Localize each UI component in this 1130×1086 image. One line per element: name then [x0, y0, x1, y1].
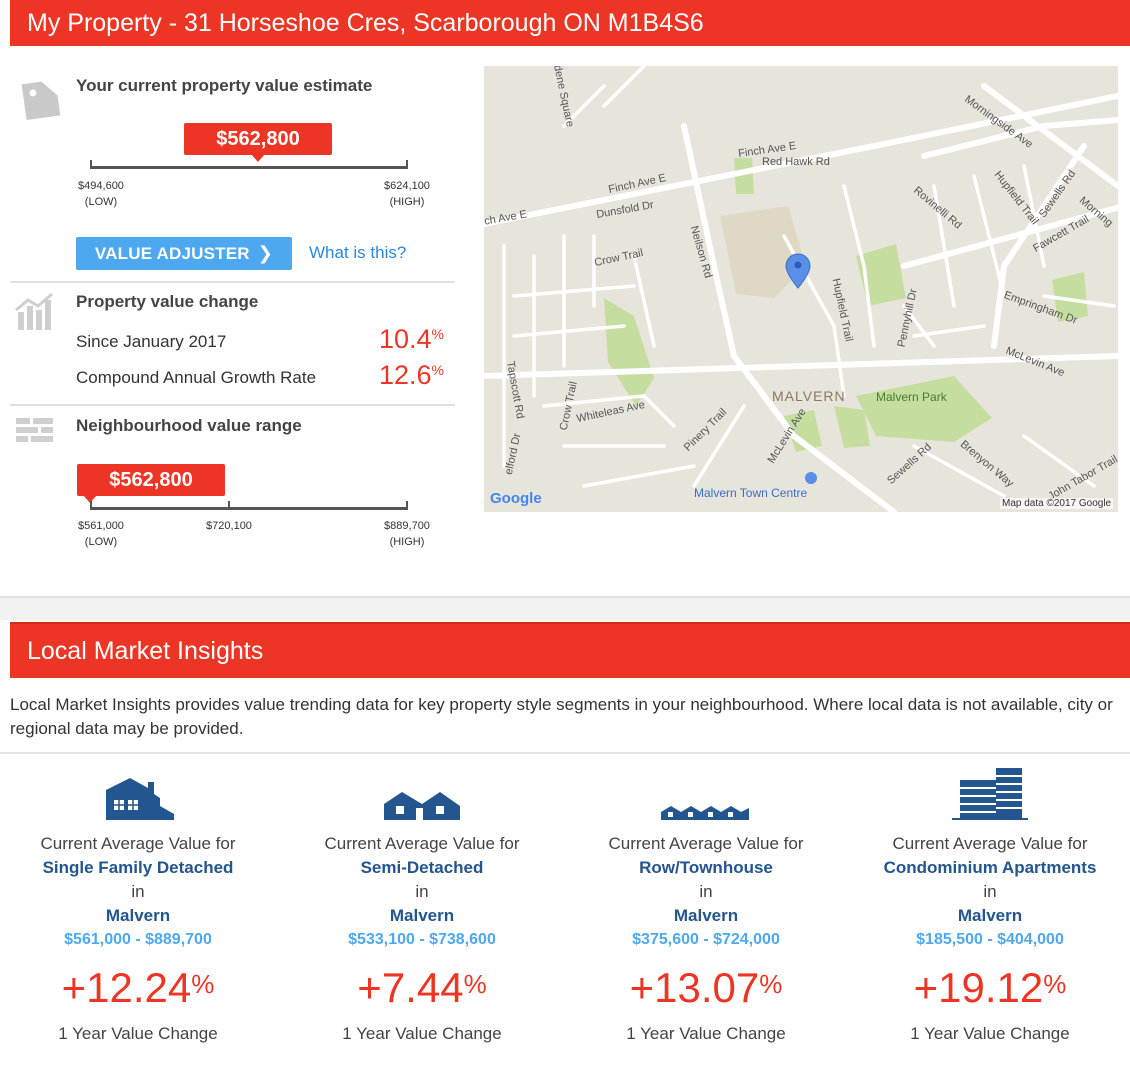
segment-in-label: in — [699, 882, 713, 901]
estimate-high-label: $624,100 (HIGH) — [384, 180, 430, 208]
map-label: Red Hawk Rd — [762, 156, 830, 168]
segment-area: Malvern — [673, 906, 739, 925]
segment-card: Current Average Value for Semi-Detached … — [292, 762, 552, 1046]
map-credit: Map data ©2017 Google — [1000, 498, 1114, 509]
estimate-value-bubble: $562,800 — [184, 123, 332, 162]
segment-range: $561,000 - $889,700 — [64, 931, 212, 948]
segment-range: $375,600 - $724,000 — [632, 931, 780, 948]
property-title: My Property - 31 Horseshoe Cres, Scarbor… — [27, 8, 704, 37]
segment-change: +13.07% — [629, 964, 783, 1011]
segment-type: Semi-Detached — [360, 858, 484, 877]
detached-house-icon — [8, 762, 268, 820]
segment-change-label: 1 Year Value Change — [58, 1024, 218, 1043]
neighbourhood-value-bubble: $562,800 — [77, 464, 225, 503]
segment-change-label: 1 Year Value Change — [342, 1024, 502, 1043]
segment-card: Current Average Value for Row/Townhouse … — [576, 762, 836, 1046]
cagr-value: 12.6% — [378, 360, 444, 390]
lmi-intro: Local Market Insights provides value tre… — [10, 695, 1113, 738]
what-is-this-link[interactable]: What is this? — [309, 243, 407, 262]
segment-card: Current Average Value for Condominium Ap… — [860, 762, 1120, 1046]
segment-current-label: Current Average Value for — [40, 834, 236, 853]
neighbourhood-heading: Neighbourhood value range — [76, 416, 302, 435]
estimate-low-label: $494,600 (LOW) — [78, 180, 124, 208]
neighbourhood-low-label: $561,000 (LOW) — [78, 520, 124, 548]
lmi-banner: Local Market Insights — [10, 622, 1130, 678]
semi-detached-house-icon — [292, 762, 552, 820]
map-label: MALVERN — [772, 388, 846, 404]
segment-card: Current Average Value for Single Family … — [8, 762, 268, 1046]
segment-type: Single Family Detached — [42, 858, 234, 877]
neighbourhood-range-bar — [90, 501, 408, 510]
condo-building-icon — [860, 762, 1120, 820]
divider — [0, 752, 1130, 754]
change-heading: Property value change — [76, 292, 259, 311]
lmi-title: Local Market Insights — [27, 636, 264, 665]
neighbourhood-value: $562,800 — [109, 469, 193, 491]
cagr-label: Compound Annual Growth Rate — [76, 368, 317, 387]
value-adjuster-label: VALUE ADJUSTER — [94, 243, 250, 263]
segment-area: Malvern — [389, 906, 455, 925]
segment-in-label: in — [983, 882, 997, 901]
segment-change-label: 1 Year Value Change — [910, 1024, 1070, 1043]
segment-current-label: Current Average Value for — [324, 834, 520, 853]
google-logo: Google — [490, 490, 542, 507]
property-map[interactable]: Finch Ave E Finch Ave E ch Ave E Red Haw… — [484, 66, 1118, 512]
segment-range: $185,500 - $404,000 — [916, 931, 1064, 948]
divider — [10, 281, 455, 283]
segment-in-label: in — [415, 882, 429, 901]
property-title-banner: My Property - 31 Horseshoe Cres, Scarbor… — [10, 0, 1130, 46]
divider — [10, 404, 455, 406]
chevron-right-icon: ❯ — [257, 243, 274, 263]
segment-type: Condominium Apartments — [883, 858, 1097, 877]
brick-wall-icon — [10, 412, 56, 451]
segment-range: $533,100 - $738,600 — [348, 931, 496, 948]
segment-area: Malvern — [957, 906, 1023, 925]
since-label: Since January 2017 — [76, 332, 227, 351]
estimate-range-bar — [90, 160, 408, 169]
map-label: Malvern Park — [876, 390, 947, 404]
map-roads — [484, 66, 1118, 512]
segment-current-label: Current Average Value for — [608, 834, 804, 853]
segment-in-label: in — [131, 882, 145, 901]
map-pin-icon — [785, 253, 811, 289]
map-label: Malvern Town Centre — [694, 486, 808, 500]
neighbourhood-high-label: $889,700 (HIGH) — [384, 520, 430, 548]
estimate-heading: Your current property value estimate — [76, 76, 373, 95]
segment-change: +19.12% — [913, 964, 1067, 1011]
townhouse-icon — [576, 762, 836, 820]
since-value: 10.4% — [378, 324, 444, 354]
segment-type: Row/Townhouse — [639, 858, 773, 877]
neighbourhood-mid-label: $720,100 — [206, 520, 252, 532]
price-tag-icon — [10, 72, 62, 129]
value-adjuster-button[interactable]: VALUE ADJUSTER ❯ — [76, 237, 292, 270]
segment-change: +7.44% — [357, 964, 487, 1011]
segment-current-label: Current Average Value for — [892, 834, 1088, 853]
segment-area: Malvern — [105, 906, 171, 925]
estimate-value: $562,800 — [216, 128, 300, 150]
section-separator — [0, 596, 1130, 620]
growth-chart-icon — [10, 290, 56, 339]
segment-change: +12.24% — [61, 964, 215, 1011]
segment-change-label: 1 Year Value Change — [626, 1024, 786, 1043]
